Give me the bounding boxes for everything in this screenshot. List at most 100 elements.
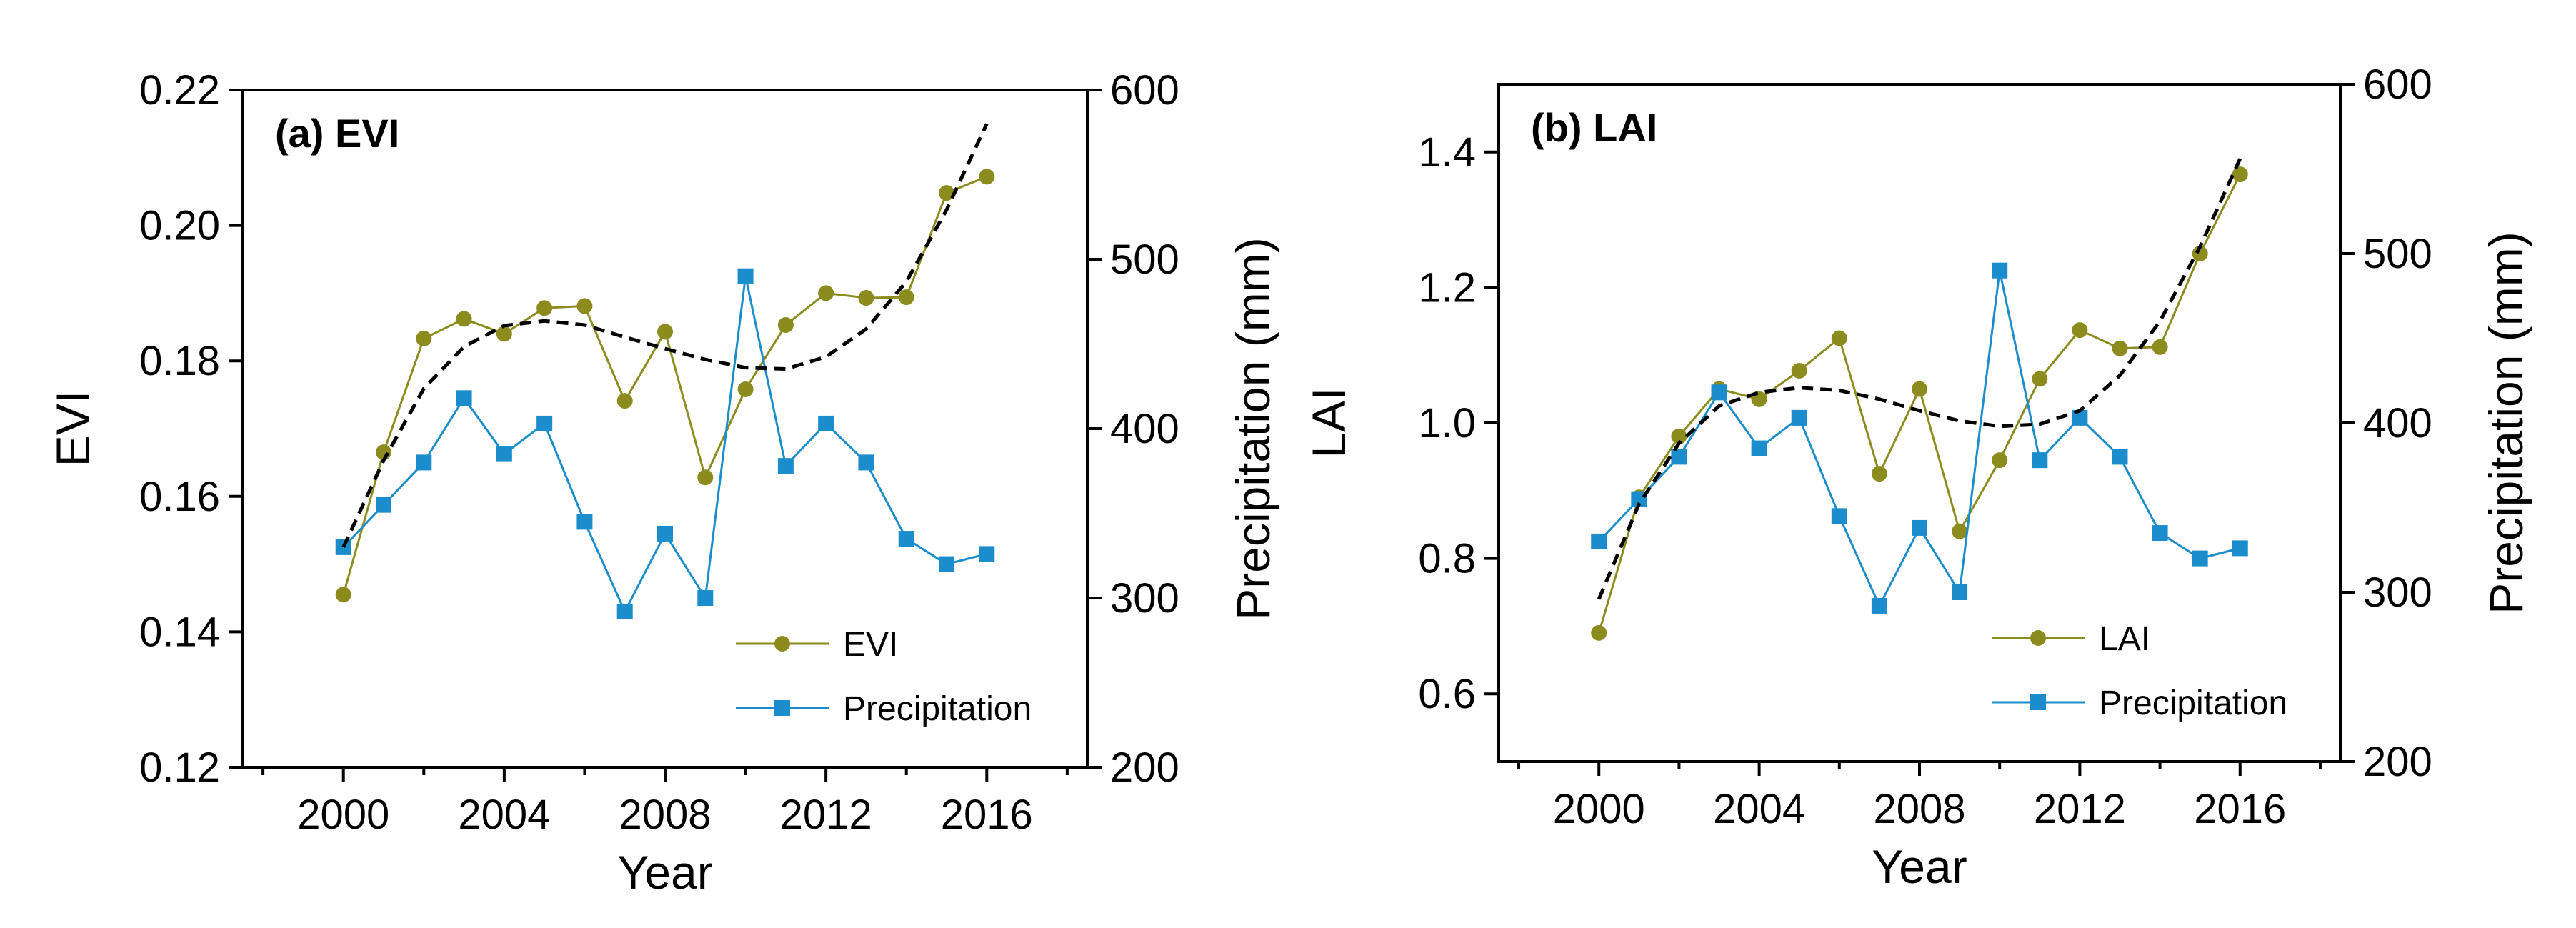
- data-point-evi: [576, 298, 593, 314]
- data-point-precipitation: [2232, 540, 2248, 557]
- x-tick-label: 2012: [2034, 786, 2126, 832]
- y-right-tick-label: 300: [1110, 575, 1179, 622]
- data-point-lai: [1992, 452, 2008, 469]
- x-tick-label: 2008: [619, 792, 711, 838]
- data-point-precipitation: [2152, 525, 2168, 542]
- y-right-tick-label: 400: [2363, 400, 2432, 446]
- data-point-precipitation: [737, 268, 754, 284]
- data-point-lai: [2112, 340, 2128, 356]
- y-right-tick-label: 200: [1110, 744, 1179, 791]
- y-left-tick-label: 0.18: [139, 338, 220, 384]
- data-point-lai: [2032, 371, 2048, 387]
- y-right-axis-title: Precipitation (mm): [1227, 237, 1279, 619]
- y-right-tick-label: 600: [2363, 61, 2432, 108]
- y-left-tick-label: 0.20: [139, 203, 220, 249]
- data-point-precipitation: [1992, 262, 2008, 279]
- chart-panel-1: 2000 2004 2008 2012 2016 0.12 0.14 0.16 0.18 0.20…: [46, 67, 1279, 899]
- data-point-precipitation: [2192, 550, 2208, 567]
- data-point-precipitation: [858, 454, 874, 471]
- chart-panel-2: 2000 2004 2008 2012 2016 0.6 0.8 1.0 1.2 1.4 200 30…: [1302, 61, 2532, 893]
- data-point-precipitation: [979, 546, 995, 562]
- data-point-precipitation: [496, 446, 512, 462]
- x-axis-title: Year: [617, 846, 712, 899]
- data-point-evi: [416, 330, 432, 346]
- data-point-lai: [1831, 330, 1847, 346]
- data-point-precipitation: [1751, 440, 1767, 456]
- data-point-evi: [979, 169, 995, 185]
- data-point-precipitation: [1791, 409, 1807, 426]
- data-point-evi: [939, 185, 954, 201]
- data-point-lai: [2152, 339, 2168, 355]
- data-point-evi: [536, 300, 553, 316]
- data-point-evi: [496, 326, 512, 342]
- data-point-evi: [737, 381, 754, 398]
- legend-label-precipitation: Precipitation: [2099, 684, 2287, 722]
- data-point-evi: [456, 311, 472, 327]
- data-point-evi: [335, 587, 351, 603]
- x-tick-label: 2000: [297, 792, 389, 838]
- panel-title: (a) EVI: [275, 111, 399, 156]
- data-point-precipitation: [1711, 384, 1727, 401]
- data-point-precipitation: [1912, 519, 1927, 536]
- legend-label-evi: EVI: [843, 626, 898, 664]
- data-point-evi: [657, 324, 673, 340]
- legend-marker-precipitation: [2030, 694, 2046, 710]
- data-point-precipitation: [376, 497, 391, 513]
- x-tick-label: 2008: [1873, 786, 1965, 832]
- y-left-tick-label: 1.0: [1418, 400, 1476, 446]
- data-point-lai: [1671, 428, 1687, 444]
- data-point-precipitation: [576, 514, 593, 530]
- data-point-lai: [2072, 322, 2088, 339]
- data-point-precipitation: [536, 415, 553, 431]
- y-left-tick-label: 0.8: [1418, 536, 1476, 582]
- x-tick-label: 2004: [458, 792, 550, 838]
- data-point-evi: [898, 289, 914, 306]
- y-right-tick-label: 600: [1110, 67, 1179, 114]
- data-point-precipitation: [1831, 508, 1847, 524]
- legend-label-precipitation: Precipitation: [843, 690, 1032, 728]
- data-point-precipitation: [1591, 533, 1607, 549]
- data-point-precipitation: [416, 454, 432, 471]
- y-left-tick-label: 0.22: [139, 67, 220, 114]
- data-point-precipitation: [456, 390, 472, 406]
- data-point-precipitation: [2112, 449, 2128, 465]
- x-tick-label: 2016: [941, 792, 1033, 838]
- data-point-precipitation: [2032, 452, 2048, 469]
- y-left-axis-title: EVI: [46, 391, 99, 467]
- data-point-precipitation: [657, 525, 673, 542]
- y-right-axis-title: Precipitation (mm): [2480, 231, 2532, 614]
- y-left-tick-label: 0.16: [139, 474, 220, 520]
- y-right-tick-label: 300: [2363, 569, 2432, 616]
- x-tick-label: 2016: [2194, 786, 2286, 832]
- panel-title: (b) LAI: [1531, 105, 1657, 150]
- data-point-evi: [777, 316, 794, 333]
- x-tick-label: 2012: [780, 792, 872, 838]
- data-point-lai: [1912, 381, 1927, 397]
- legend-marker-precipitation: [774, 700, 790, 716]
- data-point-precipitation: [777, 458, 794, 474]
- data-point-evi: [616, 393, 633, 409]
- legend-marker-lai: [2030, 630, 2046, 646]
- legend-marker-evi: [774, 636, 790, 652]
- data-point-precipitation: [939, 556, 954, 572]
- y-left-tick-label: 0.6: [1418, 671, 1476, 717]
- y-left-tick-label: 0.14: [139, 609, 220, 655]
- y-left-axis-title: LAI: [1302, 387, 1355, 458]
- x-axis-title: Year: [1872, 840, 1967, 893]
- data-point-lai: [2192, 246, 2208, 261]
- data-point-evi: [858, 290, 874, 306]
- data-point-precipitation: [1871, 597, 1887, 614]
- y-right-tick-label: 500: [1110, 236, 1179, 283]
- data-point-precipitation: [697, 590, 714, 606]
- y-right-tick-label: 500: [2363, 231, 2432, 277]
- y-left-tick-label: 1.4: [1418, 129, 1476, 176]
- data-point-lai: [1952, 523, 1968, 539]
- data-point-evi: [697, 469, 714, 486]
- data-point-lai: [1871, 466, 1887, 482]
- data-point-precipitation: [1671, 449, 1687, 465]
- y-left-tick-label: 1.2: [1418, 264, 1476, 311]
- y-right-tick-label: 200: [2363, 739, 2432, 785]
- y-right-tick-label: 400: [1110, 406, 1179, 452]
- x-tick-label: 2000: [1553, 786, 1645, 832]
